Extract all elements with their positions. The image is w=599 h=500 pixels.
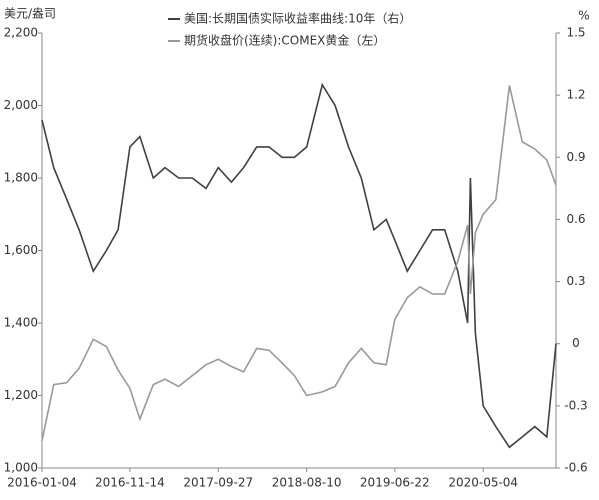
- y2-tick-label: -0.3: [564, 398, 587, 412]
- x-tick-label: 2018-08-10: [272, 476, 342, 490]
- series-line: [41, 85, 557, 441]
- y2-tick-label: 0.6: [566, 212, 585, 226]
- legend-label: 美国:长期国债实际收益率曲线:10年（右）: [184, 11, 411, 26]
- x-tick-label: 2020-05-04: [448, 476, 518, 490]
- x-tick-label: 2017-09-27: [183, 476, 253, 490]
- x-tick-label: 2016-01-04: [7, 476, 77, 490]
- y-tick-label: 2,200: [4, 26, 38, 40]
- x-tick-label: 2016-11-14: [95, 476, 165, 490]
- y2-tick-label: -0.6: [564, 461, 587, 475]
- y2-tick-label: 0.9: [566, 150, 585, 164]
- y-tick-label: 1,200: [4, 388, 38, 402]
- series-line: [41, 82, 557, 449]
- y-tick-label: 1,000: [4, 461, 38, 475]
- y2-tick-label: 1.5: [566, 26, 585, 40]
- y-tick-label: 1,800: [4, 171, 38, 185]
- x-tick-label: 2019-06-22: [360, 476, 430, 490]
- y2-tick-label: 0.3: [566, 274, 585, 288]
- y2-tick-label: 0: [572, 336, 580, 350]
- y2-axis-title: %: [578, 9, 589, 23]
- y-tick-label: 1,600: [4, 243, 38, 257]
- legend-label: 期货收盘价(连续):COMEX黄金（左）: [184, 33, 385, 48]
- y-tick-label: 2,000: [4, 98, 38, 112]
- y-tick-label: 1,400: [4, 316, 38, 330]
- y-axis-title: 美元/盎司: [4, 7, 56, 21]
- y2-tick-label: 1.2: [566, 88, 585, 102]
